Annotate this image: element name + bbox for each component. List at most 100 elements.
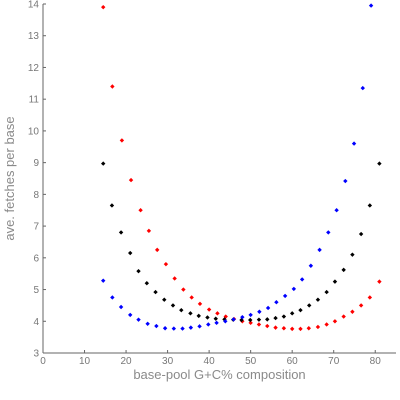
data-point	[155, 247, 160, 253]
data-point	[197, 301, 203, 307]
data-point	[273, 325, 278, 330]
series-2	[101, 3, 374, 331]
data-point	[324, 322, 329, 327]
data-point	[180, 326, 185, 331]
y-tick-label: 5	[33, 285, 39, 296]
data-point	[265, 305, 271, 311]
data-point	[273, 315, 278, 321]
data-point	[171, 326, 177, 331]
x-tick-label: 40	[204, 356, 216, 367]
data-point	[265, 317, 270, 322]
y-axis-title: ave. fetches per base	[2, 116, 17, 240]
data-point	[153, 289, 158, 295]
data-point	[350, 309, 355, 314]
x-tick-label: 30	[162, 356, 174, 367]
data-point	[306, 326, 311, 331]
data-point	[377, 161, 382, 166]
y-tick-label: 4	[33, 317, 39, 328]
x-tick-label: 20	[120, 356, 132, 367]
data-point	[188, 325, 194, 330]
data-point	[358, 231, 364, 237]
data-point	[326, 230, 331, 235]
data-point	[289, 311, 295, 316]
data-point	[231, 317, 236, 322]
y-tick-label: 7	[33, 222, 39, 233]
data-point	[298, 307, 303, 313]
x-tick-label: 10	[79, 356, 91, 367]
data-point	[315, 297, 321, 302]
data-point	[214, 320, 219, 326]
data-point	[281, 314, 287, 319]
y-tick-label: 10	[28, 126, 40, 137]
data-point	[119, 138, 125, 143]
y-tick-label: 3	[33, 349, 39, 360]
data-points	[101, 3, 382, 332]
data-point	[332, 319, 338, 324]
data-point	[181, 287, 186, 292]
y-tick-label: 13	[28, 31, 40, 42]
data-point	[332, 279, 338, 284]
data-point	[118, 230, 124, 235]
data-point	[154, 323, 159, 329]
data-point	[341, 267, 346, 273]
data-point	[282, 293, 288, 299]
data-point	[308, 263, 314, 268]
y-tick-label: 14	[28, 0, 40, 11]
data-point	[317, 247, 322, 253]
data-point	[101, 4, 106, 10]
y-tick-label: 6	[33, 253, 39, 264]
data-point	[256, 317, 262, 322]
series-0	[101, 4, 382, 332]
data-point	[188, 311, 193, 316]
data-point	[196, 313, 201, 319]
y-tick-label: 12	[28, 63, 40, 74]
data-point	[223, 319, 228, 324]
data-point	[350, 252, 355, 257]
x-tick-label: 80	[370, 356, 382, 367]
y-axis-ticks: 3 4 5 6 7 8 9 10 11 12 13 14	[28, 0, 46, 360]
data-point	[265, 323, 270, 329]
data-point	[172, 276, 177, 281]
data-point	[213, 316, 218, 321]
data-point	[138, 208, 143, 213]
data-point	[324, 289, 329, 295]
data-point	[109, 203, 115, 208]
y-tick-label: 9	[33, 158, 39, 169]
data-point	[341, 314, 346, 319]
data-point	[367, 203, 373, 208]
data-point	[240, 314, 245, 320]
data-point	[360, 85, 365, 91]
data-point	[367, 295, 373, 300]
data-point	[248, 320, 253, 326]
data-point	[162, 297, 167, 302]
data-point	[128, 312, 133, 318]
data-point	[289, 326, 295, 332]
data-point	[197, 324, 202, 329]
data-point	[162, 326, 168, 331]
x-tick-label: 0	[40, 356, 46, 367]
data-point	[257, 309, 262, 314]
data-point	[274, 300, 279, 305]
series-1	[101, 161, 382, 323]
data-point	[144, 281, 150, 286]
data-point	[307, 303, 312, 308]
data-point	[358, 303, 364, 308]
y-tick-label: 11	[29, 95, 40, 106]
data-point	[343, 178, 348, 184]
data-point	[101, 278, 106, 283]
data-point	[110, 84, 115, 89]
y-tick-label: 8	[33, 190, 39, 201]
data-point	[256, 322, 262, 327]
x-tick-label: 70	[328, 356, 340, 367]
x-tick-label: 60	[287, 356, 299, 367]
data-point	[281, 326, 287, 331]
data-point	[377, 279, 382, 284]
data-point	[351, 141, 357, 146]
x-tick-label: 50	[245, 356, 257, 367]
data-point	[368, 3, 374, 8]
data-point	[206, 307, 212, 312]
data-point	[118, 304, 124, 310]
data-point	[136, 268, 141, 274]
data-point	[205, 315, 210, 320]
